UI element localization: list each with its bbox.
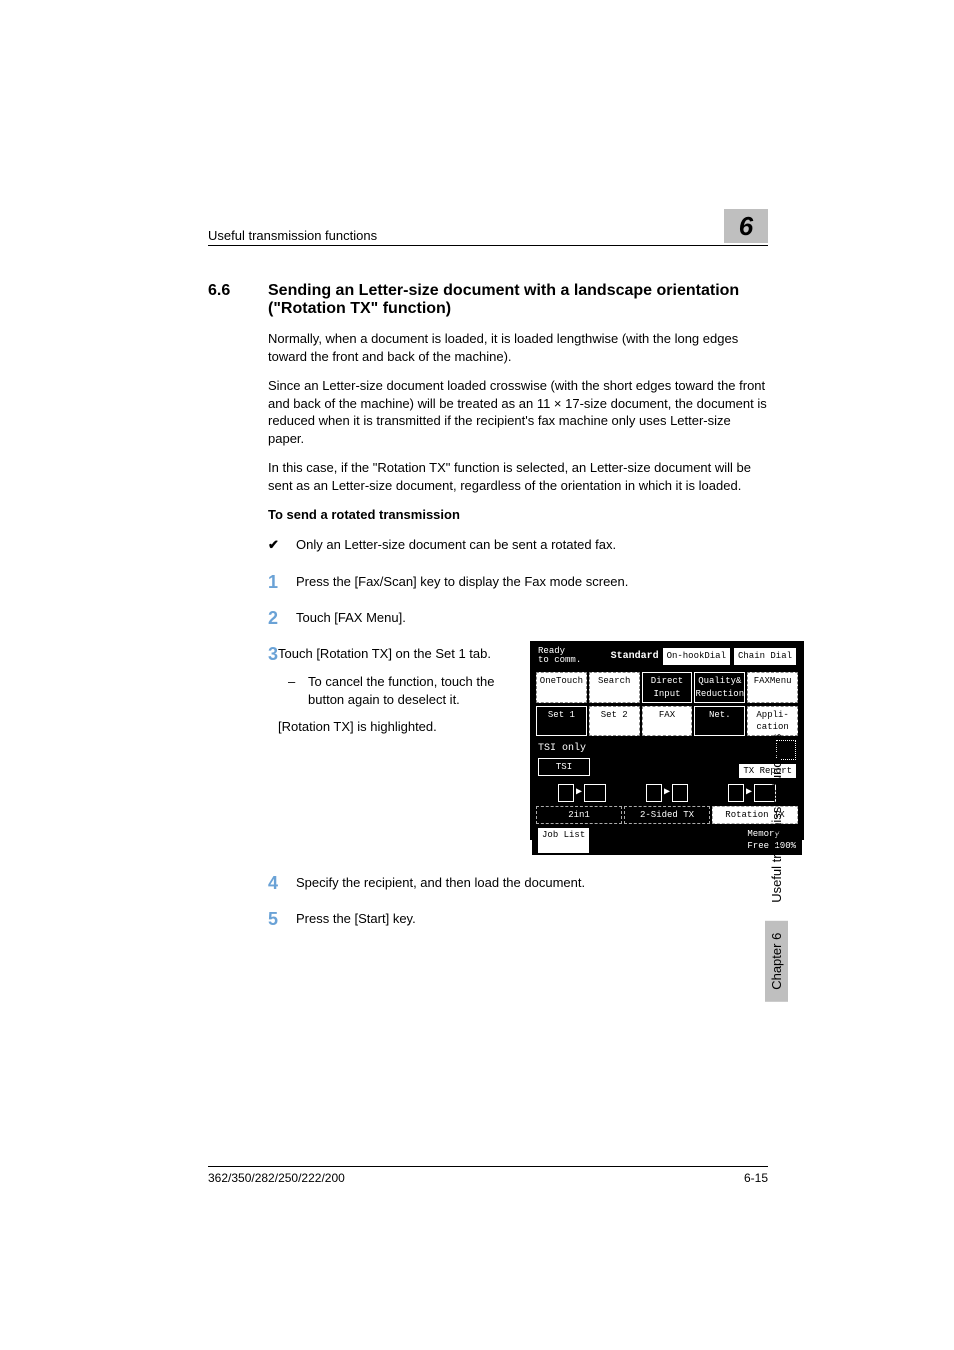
paragraph: Since an Letter-size document loaded cro… [268, 377, 768, 447]
chapter-number-badge: 6 [724, 209, 768, 243]
section-number: 6.6 [208, 282, 268, 318]
lcd-tsi-button[interactable]: TSI [538, 758, 590, 776]
lcd-2in1-icon: ▶ [558, 784, 606, 802]
step-number: 3 [268, 645, 278, 840]
step-number: 2 [268, 609, 296, 627]
step-text: Specify the recipient, and then load the… [296, 874, 768, 892]
side-tab: Chapter 6 Useful transmission functions [765, 730, 788, 1002]
step-text: Press the [Start] key. [296, 910, 768, 928]
lcd-2sided-tx-button[interactable]: 2-Sided TX [624, 806, 710, 824]
lcd-tsi-only-label: TSI only [538, 742, 590, 756]
checkmark-icon: ✔ [268, 536, 296, 554]
step-number: 4 [268, 874, 296, 892]
lcd-onhook-button[interactable]: On-hookDial [663, 648, 730, 664]
paragraph: Normally, when a document is loaded, it … [268, 330, 768, 365]
step-text: Press the [Fax/Scan] key to display the … [296, 573, 768, 591]
footer-models: 362/350/282/250/222/200 [208, 1171, 345, 1185]
check-note: Only an Letter-size document can be sent… [296, 536, 616, 554]
lcd-tab-search[interactable]: Search [589, 672, 640, 702]
lcd-tab-onetouch[interactable]: OneTouch [536, 672, 587, 702]
fax-lcd-screenshot: Ready to comm. Standard On-hookDial Chai… [530, 641, 804, 840]
lcd-set2-tab[interactable]: Set 2 [589, 706, 640, 736]
dash-bullet-icon: – [288, 673, 308, 708]
footer-page-num: 6-15 [744, 1171, 768, 1185]
step-number: 5 [268, 910, 296, 928]
lcd-chaindial-button[interactable]: Chain Dial [734, 648, 796, 664]
side-chapter-label: Chapter 6 [765, 921, 788, 1002]
procedure-subheading: To send a rotated transmission [268, 506, 768, 524]
section-title: Sending an Letter-size document with a l… [268, 282, 768, 318]
step-text: Touch [Rotation TX] on the Set 1 tab. [278, 645, 518, 663]
lcd-fax-tab[interactable]: FAX [642, 706, 693, 736]
running-header: Useful transmission functions [208, 228, 724, 243]
lcd-standard-label: Standard [611, 650, 659, 664]
step-text: [Rotation TX] is highlighted. [278, 718, 518, 736]
paragraph: In this case, if the "Rotation TX" funct… [268, 459, 768, 494]
lcd-2sided-icon: ▶ [646, 784, 688, 802]
side-doc-label: Useful transmission functions [765, 730, 788, 907]
lcd-set1-tab[interactable]: Set 1 [536, 706, 587, 736]
lcd-tab-direct-input[interactable]: Direct Input [642, 672, 693, 702]
step-sub-text: To cancel the function, touch the button… [308, 673, 518, 708]
step-text: Touch [FAX Menu]. [296, 609, 768, 627]
lcd-2in1-button[interactable]: 2in1 [536, 806, 622, 824]
lcd-tab-quality[interactable]: Quality& Reduction [694, 672, 745, 702]
lcd-net-tab[interactable]: Net. [694, 706, 745, 736]
lcd-status: to comm. [538, 655, 581, 665]
lcd-job-list-button[interactable]: Job List [538, 828, 589, 852]
lcd-tab-faxmenu[interactable]: FAXMenu [747, 672, 798, 702]
step-number: 1 [268, 573, 296, 591]
